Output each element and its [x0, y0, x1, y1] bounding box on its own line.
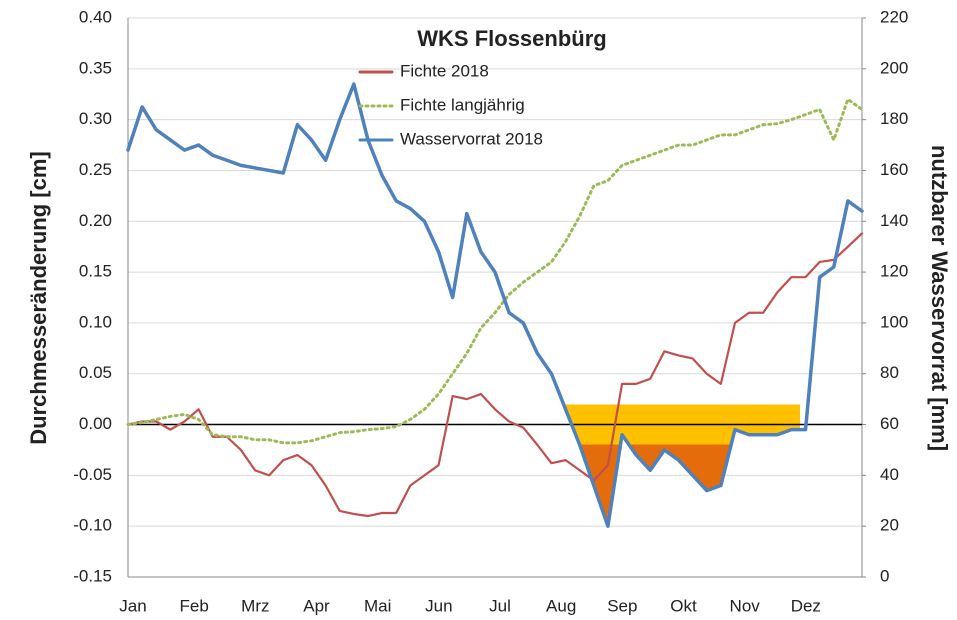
x-tick-label: Jun [425, 596, 452, 615]
legend-label: Wasservorrat 2018 [400, 129, 543, 148]
y-tick-label: 0.00 [79, 414, 112, 433]
x-tick-label: Okt [670, 596, 697, 615]
series-line [126, 82, 864, 528]
series-line [126, 232, 864, 518]
y2-tick-label: 140 [880, 211, 908, 230]
y2-tick-label: 120 [880, 262, 908, 281]
x-tick-label: Jan [119, 596, 146, 615]
y-tick-label: 0.10 [79, 312, 112, 331]
chart-title: WKS Flossenbürg [417, 26, 606, 51]
series-line [126, 97, 864, 445]
y-tick-label: 0.20 [79, 211, 112, 230]
y2-tick-label: 60 [880, 414, 899, 433]
y-tick-label: 0.25 [79, 160, 112, 179]
y-tick-label: -0.05 [73, 465, 112, 484]
x-tick-label: Mrz [241, 596, 269, 615]
x-tick-label: Apr [303, 596, 330, 615]
y-tick-label: 0.05 [79, 363, 112, 382]
main-layer: -0.15 -0.10 -0.05 0.00 0.05 0.10 0.15 0.20 0.25 0… [73, 7, 908, 615]
y-tick-label: 0.35 [79, 58, 112, 77]
y2-tick-label: 180 [880, 109, 908, 128]
y2-tick-label: 40 [880, 465, 899, 484]
y2-tick-label: 80 [880, 363, 899, 382]
y2-tick-label: 220 [880, 7, 908, 26]
y2-tick-label: 20 [880, 516, 899, 535]
x-tick-label: Nov [730, 596, 761, 615]
y2-tick-label: 100 [880, 312, 908, 331]
x-tick-label: Sep [607, 596, 637, 615]
deficit-severe [579, 444, 732, 527]
y2-tick-label: 200 [880, 58, 908, 77]
y2-tick-label: 160 [880, 160, 908, 179]
legend-label: Fichte 2018 [400, 61, 489, 80]
y-tick-label: -0.15 [73, 566, 112, 585]
y-axis-title: Durchmesseränderung [cm] [26, 151, 51, 444]
y-tick-label: 0.40 [79, 7, 112, 26]
legend-label: Fichte langjährig [400, 95, 525, 114]
x-tick-label: Dez [791, 596, 821, 615]
x-tick-label: Mai [364, 596, 391, 615]
y-tick-label: 0.30 [79, 109, 112, 128]
deficit-band [563, 404, 800, 527]
y2-axis-title: nutzbarer Wasservorrat [mm] [927, 145, 952, 451]
x-tick-label: Feb [180, 596, 209, 615]
y-tick-label: -0.10 [73, 516, 112, 535]
y2-tick-label: 0 [880, 566, 889, 585]
x-tick-label: Jul [489, 596, 511, 615]
y-tick-label: 0.15 [79, 262, 112, 281]
x-tick-label: Aug [546, 596, 576, 615]
